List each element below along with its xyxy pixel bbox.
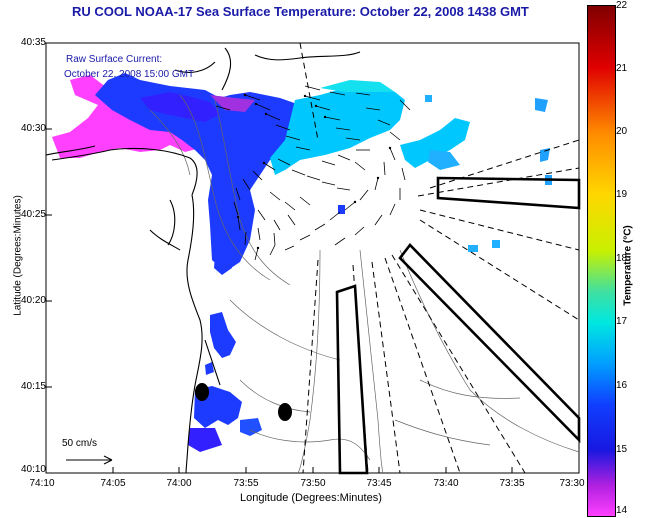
coastline (45, 47, 361, 474)
colorbar-tick-label: 21 (616, 63, 628, 74)
current-label: Raw Surface Current: (66, 54, 163, 65)
buoy-marker (195, 383, 209, 401)
map-title: RU COOL NOAA-17 Sea Surface Temperature:… (72, 4, 529, 19)
x-tick-label: 74:10 (29, 478, 55, 489)
traffic-separation-zones (335, 176, 581, 475)
colorbar-tick-label: 14 (616, 505, 628, 516)
x-tick-label: 73:30 (559, 478, 585, 489)
x-tick-label: 73:35 (499, 478, 525, 489)
sst-patches (52, 73, 552, 452)
colorbar-tick-label: 15 (616, 444, 628, 455)
colorbar-tick-label: 18 (616, 253, 628, 264)
colorbar-title: Temperature (°C) (622, 225, 634, 306)
scale-label: 50 cm/s (62, 438, 98, 449)
temperature-colorbar (587, 5, 616, 517)
x-axis-label: Longitude (Degrees:Minutes) (240, 492, 382, 504)
x-tick-label: 73:45 (366, 478, 392, 489)
current-vector-heads (236, 93, 392, 250)
y-tick-label: 40:10 (20, 464, 46, 475)
x-tick-label: 73:55 (233, 478, 259, 489)
axis-ticks (45, 42, 513, 474)
bathymetry-contours (149, 94, 580, 474)
x-tick-label: 74:05 (100, 478, 126, 489)
colorbar-tick-label: 22 (616, 0, 628, 11)
y-tick-label: 40:35 (20, 37, 46, 48)
buoy-marker (278, 403, 292, 421)
y-tick-label: 40:15 (20, 381, 46, 392)
y-tick-label: 40:25 (20, 209, 46, 220)
x-tick-label: 73:40 (433, 478, 459, 489)
current-timestamp: October 22, 2008 15:00 GMT (64, 69, 195, 80)
shipping-lanes (299, 42, 580, 474)
x-tick-label: 73:50 (300, 478, 326, 489)
colorbar-tick-label: 19 (616, 189, 628, 200)
current-vectors (215, 85, 411, 261)
y-axis-label: Latitude (Degrees:Minutes) (12, 195, 24, 316)
y-tick-label: 40:30 (20, 123, 46, 134)
colorbar-tick-label: 16 (616, 380, 628, 391)
colorbar-tick-label: 20 (616, 126, 628, 137)
x-tick-label: 74:00 (166, 478, 192, 489)
y-tick-label: 40:20 (20, 295, 46, 306)
colorbar-tick-label: 17 (616, 316, 628, 327)
scale-arrow (66, 455, 113, 465)
